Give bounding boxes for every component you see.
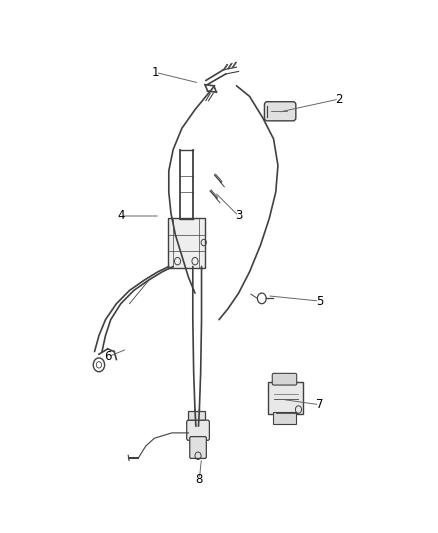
- Text: 5: 5: [316, 295, 323, 308]
- FancyBboxPatch shape: [190, 437, 206, 458]
- FancyBboxPatch shape: [187, 420, 209, 440]
- FancyBboxPatch shape: [272, 373, 297, 385]
- Text: 3: 3: [235, 209, 242, 222]
- FancyBboxPatch shape: [265, 102, 296, 121]
- FancyBboxPatch shape: [273, 412, 296, 424]
- Text: 1: 1: [152, 66, 159, 79]
- Text: 8: 8: [196, 473, 203, 486]
- Text: 2: 2: [336, 93, 343, 106]
- Text: 6: 6: [104, 350, 111, 364]
- Text: 7: 7: [316, 398, 323, 411]
- FancyBboxPatch shape: [268, 382, 303, 414]
- Text: 4: 4: [117, 209, 124, 222]
- FancyBboxPatch shape: [168, 217, 205, 268]
- FancyBboxPatch shape: [188, 410, 205, 426]
